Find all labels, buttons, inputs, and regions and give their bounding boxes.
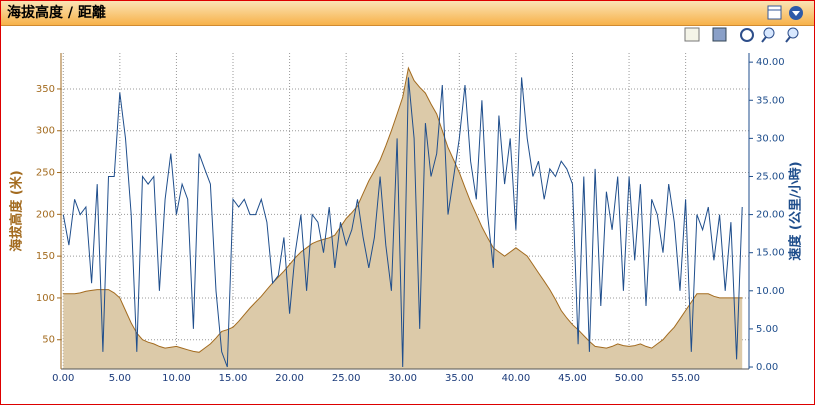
elevation-area [63,68,743,369]
y-tick-label: 100 [36,293,55,304]
x-tick-label: 10.00 [162,373,191,381]
x-tick-label: 15.00 [219,373,248,381]
speed-line [62,77,743,368]
icon-arrow [792,11,800,16]
chart: 0.00 5.00 10.00 15.00 20.00 25.00 30.00 35.00 40… [9,53,804,381]
y-tick-label: 250 [36,168,55,179]
y2-axis-title: 速度 (公里/小時) [788,161,804,260]
icon-handle [785,36,791,43]
icon-handle [761,36,767,43]
y2-tick-label: 5.00 [756,324,778,335]
window-buttons [767,5,803,20]
x-tick-label: 45.00 [558,373,587,381]
y2-tick-label: 35.00 [756,95,785,106]
x-tick-label: 20.00 [275,373,304,381]
y2-tick-label: 40.00 [756,57,785,68]
x-tick-label: 40.00 [502,373,531,381]
save-button[interactable] [712,27,727,42]
x-tick-label: 5.00 [109,373,131,381]
x-tick-label: 50.00 [615,373,644,381]
x-tick-label: 30.00 [388,373,417,381]
y-tick-label: 50 [42,335,55,346]
y2-tick-label: 30.00 [756,133,785,144]
y-tick-label: 300 [36,126,55,137]
restore-button[interactable] [767,5,782,20]
x-tick-label: 0.00 [52,373,74,381]
x-tick-label: 25.00 [332,373,361,381]
zoom-in-button[interactable] [763,27,775,39]
y2-tick-label: 0.00 [756,362,778,373]
pan-button[interactable] [740,28,754,42]
y2-tick-label: 20.00 [756,210,785,221]
y-tick-label: 350 [36,84,55,95]
elevation-line [63,66,743,353]
y2-tick-label: 10.00 [756,286,785,297]
y-tick-label: 150 [36,251,55,262]
zoom-out-button[interactable] [787,27,799,39]
toolbar [684,27,799,43]
chart-button[interactable] [684,27,700,42]
x-tick-label: 35.00 [445,373,474,381]
x-tick-label: 55.00 [671,373,700,381]
panel-title: 海拔高度 / 距離 [7,5,106,21]
y2-tick-label: 15.00 [756,248,785,259]
y2-tick-label: 25.00 [756,171,785,182]
title-bar: 海拔高度 / 距離 [1,1,814,26]
y-tick-label: 200 [36,209,55,220]
y-axis-title: 海拔高度 (米) [9,170,25,251]
